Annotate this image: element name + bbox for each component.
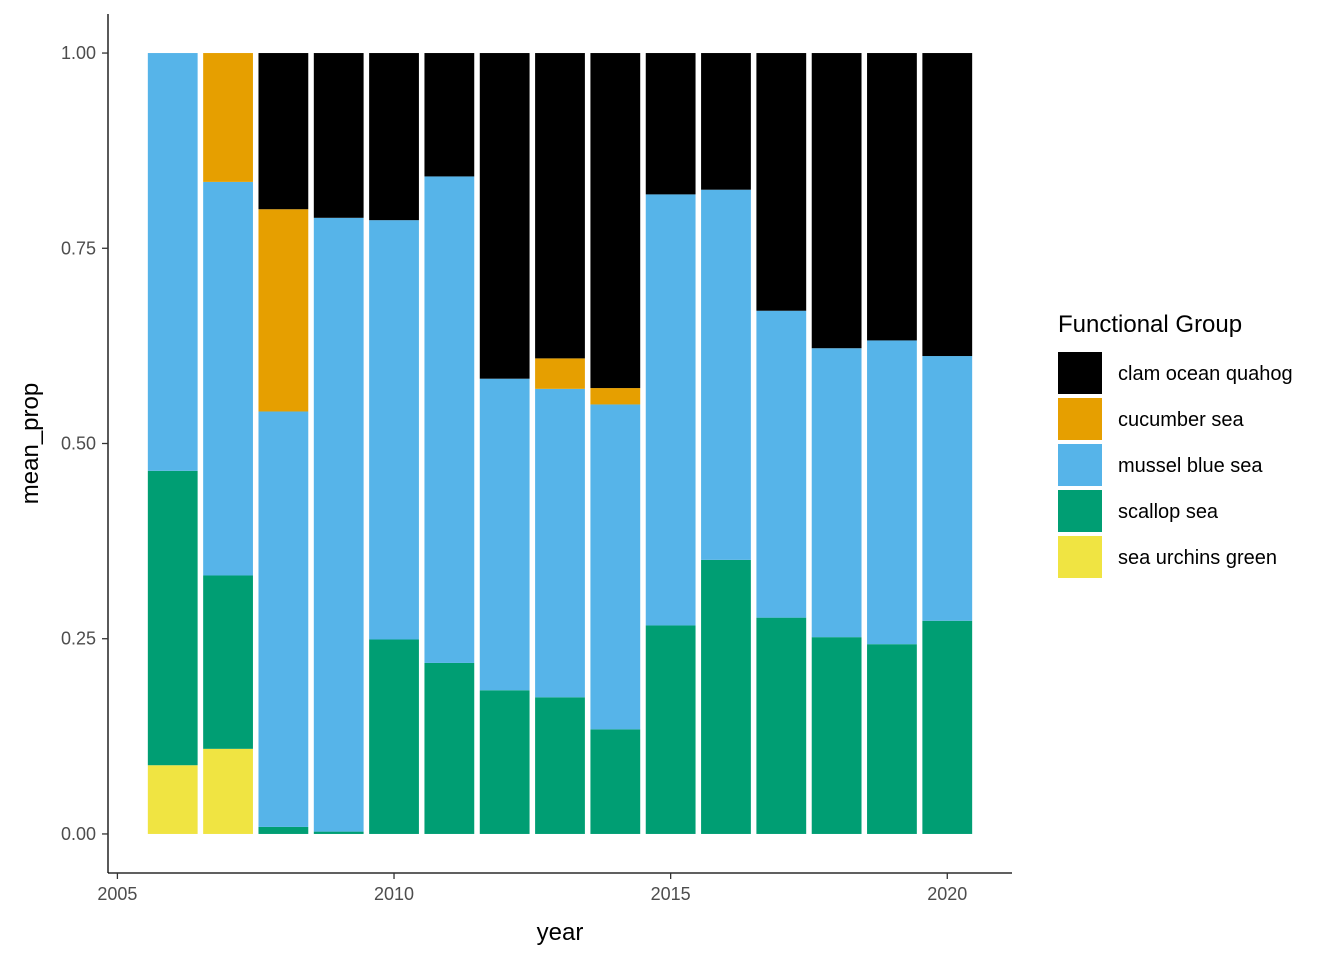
legend-key-mussel-blue-sea bbox=[1058, 444, 1102, 486]
bar-2006-mussel-blue-sea bbox=[147, 53, 198, 471]
bar-2014-cucumber-sea bbox=[590, 388, 641, 405]
bar-2006-scallop-sea bbox=[147, 470, 198, 766]
bar-2017-scallop-sea bbox=[756, 617, 807, 834]
bar-2008-mussel-blue-sea bbox=[258, 411, 309, 827]
x-tick-label: 2015 bbox=[651, 884, 691, 904]
bar-2009-scallop-sea bbox=[313, 831, 364, 834]
bar-2009-mussel-blue-sea bbox=[313, 217, 364, 832]
bar-2017-clam-ocean-quahog bbox=[756, 53, 807, 311]
bar-2015-scallop-sea bbox=[645, 625, 696, 834]
bar-2019-mussel-blue-sea bbox=[867, 340, 917, 645]
bar-2013-mussel-blue-sea bbox=[535, 388, 585, 698]
y-tick-label: 0.00 bbox=[61, 824, 96, 844]
bar-2016-scallop-sea bbox=[701, 559, 751, 834]
bar-2010-mussel-blue-sea bbox=[369, 220, 419, 640]
bar-2014-clam-ocean-quahog bbox=[590, 53, 641, 389]
bar-2018-scallop-sea bbox=[811, 637, 862, 834]
bar-2010-scallop-sea bbox=[369, 639, 419, 834]
y-tick-label: 0.25 bbox=[61, 629, 96, 649]
bar-2013-scallop-sea bbox=[535, 697, 585, 834]
bar-2015-mussel-blue-sea bbox=[645, 194, 696, 626]
legend-label-sea-urchins-green: sea urchins green bbox=[1118, 547, 1277, 569]
legend: Functional Group clam ocean quahog cucumb… bbox=[1058, 311, 1293, 578]
bar-2014-scallop-sea bbox=[590, 729, 641, 834]
y-tick-label: 0.50 bbox=[61, 434, 96, 454]
bar-2011-mussel-blue-sea bbox=[424, 176, 475, 663]
bar-2016-mussel-blue-sea bbox=[701, 189, 751, 560]
bar-2018-clam-ocean-quahog bbox=[811, 53, 862, 349]
bar-2014-mussel-blue-sea bbox=[590, 404, 641, 730]
bar-2007-mussel-blue-sea bbox=[203, 181, 253, 576]
legend-key-cucumber-sea bbox=[1058, 398, 1102, 440]
y-axis-title: mean_prop bbox=[17, 383, 44, 504]
y-axis-ticks: 0.00 0.25 0.50 0.75 1.00 bbox=[61, 43, 108, 844]
bar-2012-clam-ocean-quahog bbox=[479, 53, 530, 379]
bar-2007-sea-urchins-green bbox=[203, 748, 253, 834]
bar-2007-scallop-sea bbox=[203, 575, 253, 749]
bar-2011-clam-ocean-quahog bbox=[424, 53, 475, 177]
legend-label-scallop-sea: scallop sea bbox=[1118, 501, 1219, 523]
legend-key-scallop-sea bbox=[1058, 490, 1102, 532]
legend-label-mussel-blue-sea: mussel blue sea bbox=[1118, 455, 1263, 477]
bar-2019-clam-ocean-quahog bbox=[867, 53, 917, 341]
bar-2007-cucumber-sea bbox=[203, 53, 253, 182]
x-tick-label: 2010 bbox=[374, 884, 414, 904]
x-tick-label: 2005 bbox=[97, 884, 137, 904]
bar-2019-scallop-sea bbox=[867, 644, 917, 834]
legend-label-cucumber-sea: cucumber sea bbox=[1118, 409, 1244, 431]
bar-2013-clam-ocean-quahog bbox=[535, 53, 585, 359]
bars-layer bbox=[147, 53, 973, 834]
bar-2010-clam-ocean-quahog bbox=[369, 53, 419, 221]
legend-key-clam-ocean-quahog bbox=[1058, 352, 1102, 394]
x-axis-title: year bbox=[537, 919, 584, 946]
bar-2018-mussel-blue-sea bbox=[811, 348, 862, 638]
bar-2020-scallop-sea bbox=[922, 620, 973, 834]
bar-2008-cucumber-sea bbox=[258, 209, 309, 412]
x-axis-ticks: 2005 2010 2015 2020 bbox=[97, 873, 967, 904]
x-tick-label: 2020 bbox=[927, 884, 967, 904]
bar-2012-scallop-sea bbox=[479, 690, 530, 834]
bar-2015-clam-ocean-quahog bbox=[645, 53, 696, 195]
bar-2020-mussel-blue-sea bbox=[922, 356, 973, 621]
bar-2006-sea-urchins-green bbox=[147, 765, 198, 834]
bar-2016-clam-ocean-quahog bbox=[701, 53, 751, 190]
y-tick-label: 1.00 bbox=[61, 43, 96, 63]
bar-2013-cucumber-sea bbox=[535, 358, 585, 389]
bar-2011-scallop-sea bbox=[424, 662, 475, 834]
bar-2009-clam-ocean-quahog bbox=[313, 53, 364, 218]
bar-2008-scallop-sea bbox=[258, 826, 309, 834]
legend-key-sea-urchins-green bbox=[1058, 536, 1102, 578]
legend-title: Functional Group bbox=[1058, 311, 1242, 338]
y-tick-label: 0.75 bbox=[61, 238, 96, 258]
bar-2008-clam-ocean-quahog bbox=[258, 53, 309, 210]
bar-2020-clam-ocean-quahog bbox=[922, 53, 973, 357]
bar-2017-mussel-blue-sea bbox=[756, 310, 807, 618]
bar-2012-mussel-blue-sea bbox=[479, 378, 530, 691]
legend-label-clam-ocean-quahog: clam ocean quahog bbox=[1118, 363, 1293, 385]
